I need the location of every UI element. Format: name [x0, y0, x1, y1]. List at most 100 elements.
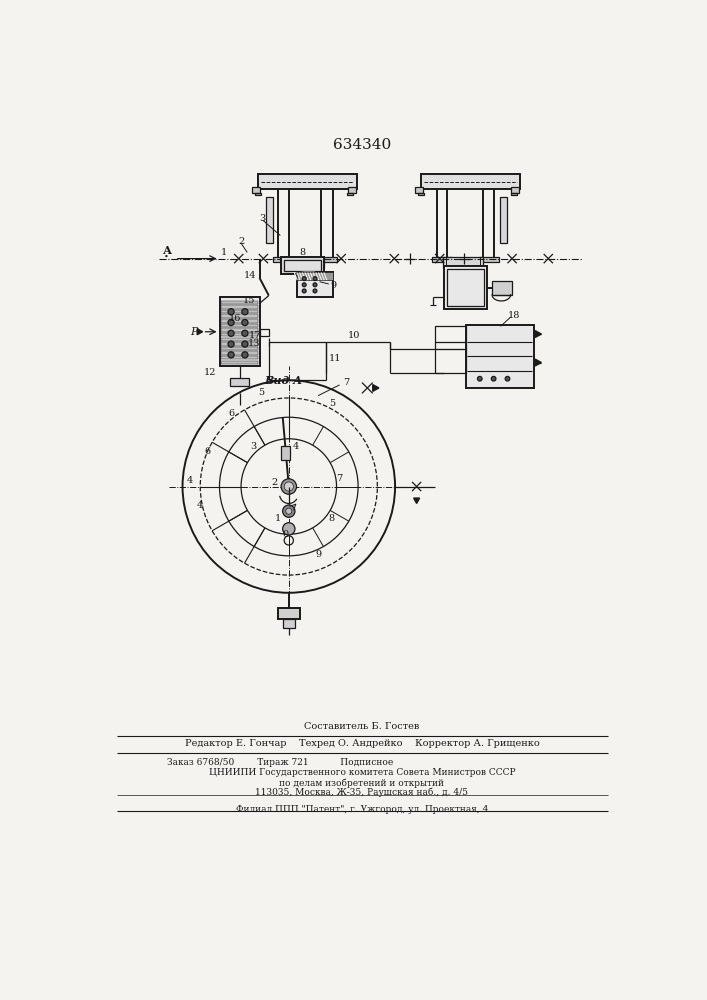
Text: 8: 8: [300, 248, 305, 257]
Bar: [448, 269, 484, 306]
Text: 16: 16: [229, 314, 241, 323]
Bar: [421, 174, 520, 189]
Bar: [287, 257, 321, 268]
Text: Филиал ППП "Патент", г. Ужгород, ул. Проектная, 4: Филиал ППП "Патент", г. Ужгород, ул. Про…: [235, 805, 488, 814]
Bar: [274, 257, 293, 262]
Circle shape: [303, 277, 306, 281]
Circle shape: [228, 319, 234, 326]
Text: 634340: 634340: [333, 138, 391, 152]
Circle shape: [242, 330, 248, 336]
Bar: [235, 320, 246, 326]
Bar: [219, 297, 259, 366]
Polygon shape: [535, 359, 542, 366]
Bar: [221, 333, 258, 336]
Circle shape: [313, 277, 317, 281]
Circle shape: [283, 505, 295, 517]
Bar: [221, 301, 258, 304]
Bar: [284, 260, 321, 271]
Bar: [284, 257, 325, 268]
Circle shape: [284, 482, 293, 491]
Text: 18: 18: [508, 311, 520, 320]
Circle shape: [228, 352, 234, 358]
Circle shape: [242, 341, 248, 347]
Text: Вид А: Вид А: [264, 375, 303, 386]
Text: 13: 13: [248, 339, 260, 348]
Circle shape: [313, 283, 317, 287]
Bar: [511, 193, 518, 195]
Text: А: А: [163, 245, 172, 256]
Bar: [266, 197, 274, 243]
Circle shape: [242, 319, 248, 326]
Circle shape: [313, 289, 317, 293]
Text: 7: 7: [337, 474, 343, 483]
Text: по делам изобретений и открытий: по делам изобретений и открытий: [279, 778, 445, 788]
Text: 11: 11: [329, 354, 341, 363]
Bar: [348, 187, 356, 193]
Bar: [418, 193, 424, 195]
Bar: [500, 197, 508, 243]
Text: 3: 3: [259, 214, 266, 223]
Bar: [221, 310, 258, 313]
Bar: [221, 351, 258, 355]
Bar: [221, 328, 258, 332]
Circle shape: [281, 479, 296, 494]
Bar: [221, 361, 258, 364]
Text: 15: 15: [243, 296, 255, 305]
Bar: [479, 257, 499, 262]
Bar: [281, 257, 325, 274]
Text: •: •: [164, 253, 169, 261]
Text: Редактор Е. Гончар    Техред О. Андрейко    Корректор А. Грищенко: Редактор Е. Гончар Техред О. Андрейко Ко…: [185, 739, 539, 748]
Bar: [258, 174, 356, 189]
Circle shape: [228, 309, 234, 315]
Text: 4: 4: [197, 501, 203, 510]
Bar: [415, 187, 423, 193]
Bar: [278, 608, 300, 619]
Text: 7: 7: [343, 378, 349, 387]
Bar: [446, 257, 480, 268]
Text: 2: 2: [272, 478, 278, 487]
Bar: [281, 446, 291, 460]
Text: 9: 9: [316, 550, 322, 559]
Circle shape: [228, 341, 234, 347]
Circle shape: [303, 283, 306, 287]
Bar: [283, 619, 295, 628]
Text: 2: 2: [238, 237, 244, 246]
Circle shape: [242, 352, 248, 358]
Bar: [432, 257, 452, 262]
Polygon shape: [197, 329, 203, 335]
Text: Составитель Б. Гостев: Составитель Б. Гостев: [304, 722, 419, 731]
Polygon shape: [373, 385, 379, 391]
Bar: [511, 187, 519, 193]
Text: 6: 6: [229, 409, 235, 418]
Text: 4: 4: [293, 442, 299, 451]
Bar: [221, 356, 258, 359]
Bar: [221, 338, 258, 341]
Bar: [259, 329, 269, 336]
Bar: [466, 325, 534, 388]
Circle shape: [242, 309, 248, 315]
Bar: [347, 193, 354, 195]
Text: 5: 5: [258, 388, 264, 397]
Circle shape: [506, 376, 510, 381]
Bar: [221, 319, 258, 323]
Circle shape: [303, 289, 306, 293]
Circle shape: [286, 508, 292, 514]
Circle shape: [477, 376, 482, 381]
Polygon shape: [414, 498, 419, 503]
Text: 5: 5: [329, 399, 335, 408]
Polygon shape: [535, 331, 542, 337]
Bar: [230, 378, 249, 386]
Bar: [444, 266, 486, 309]
Bar: [435, 326, 466, 373]
Bar: [255, 193, 261, 195]
Bar: [492, 281, 512, 295]
Circle shape: [228, 330, 234, 336]
Text: 3: 3: [250, 442, 257, 451]
Text: 14: 14: [244, 271, 257, 280]
Bar: [296, 272, 334, 297]
Text: 6: 6: [204, 447, 210, 456]
Text: 113035, Москва, Ж-35, Раушская наб., д. 4/5: 113035, Москва, Ж-35, Раушская наб., д. …: [255, 787, 469, 797]
Text: 9: 9: [330, 281, 337, 290]
Text: 4: 4: [187, 476, 194, 485]
Text: Заказ 6768/50        Тираж 721           Подписное: Заказ 6768/50 Тираж 721 Подписное: [167, 758, 393, 767]
